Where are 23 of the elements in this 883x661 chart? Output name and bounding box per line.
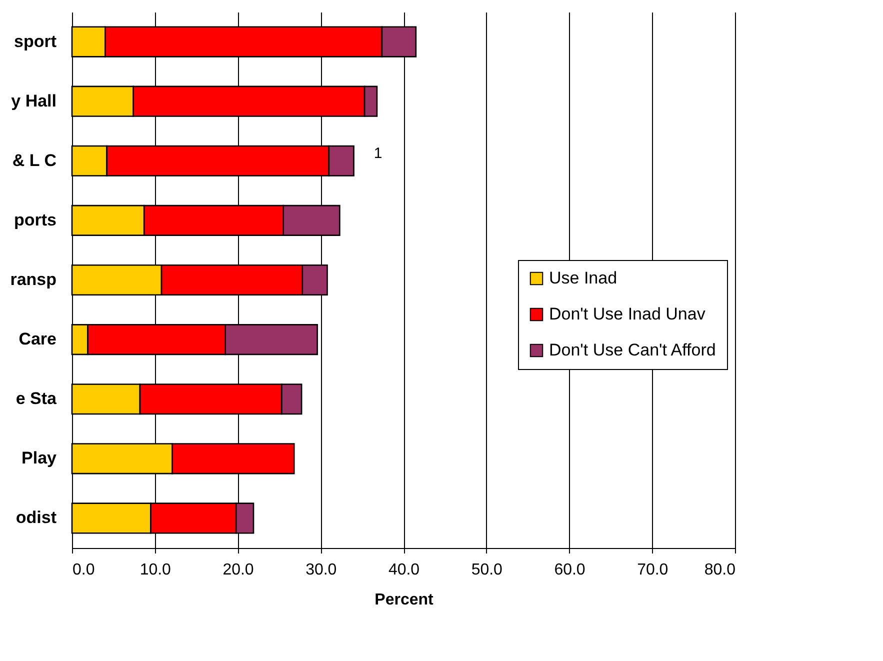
y-tick-label: y Hall: [11, 91, 56, 110]
x-tick-label: 0.0: [72, 562, 95, 578]
x-tick-label: 10.0: [140, 562, 172, 578]
x-axis-title: Percent: [374, 592, 434, 608]
x-tick-label: 20.0: [222, 562, 254, 578]
x-tick-label: 30.0: [306, 562, 337, 578]
y-tick-label: sport: [14, 32, 57, 51]
y-tick-label: odist: [16, 508, 57, 528]
legend-label: Don't Use Inad Unav: [549, 304, 706, 324]
legend-label: Don't Use Can't Afford: [549, 340, 716, 360]
annotation: 1: [374, 145, 382, 162]
y-tick-label: ransp: [10, 270, 56, 289]
x-tick-label: 60.0: [554, 562, 586, 578]
y-tick-label: Care: [18, 330, 56, 349]
y-tick-label: e Sta: [16, 389, 58, 408]
y-tick-label: ports: [14, 210, 56, 230]
legend-label: Use Inad: [549, 268, 618, 288]
y-tick-label: & L C: [12, 150, 56, 170]
x-tick-label: 80.0: [704, 562, 736, 578]
x-tick-label: 40.0: [388, 562, 420, 578]
x-tick-label: 70.0: [637, 562, 668, 578]
x-tick-label: 50.0: [471, 562, 503, 578]
y-tick-label: Play: [22, 448, 58, 468]
